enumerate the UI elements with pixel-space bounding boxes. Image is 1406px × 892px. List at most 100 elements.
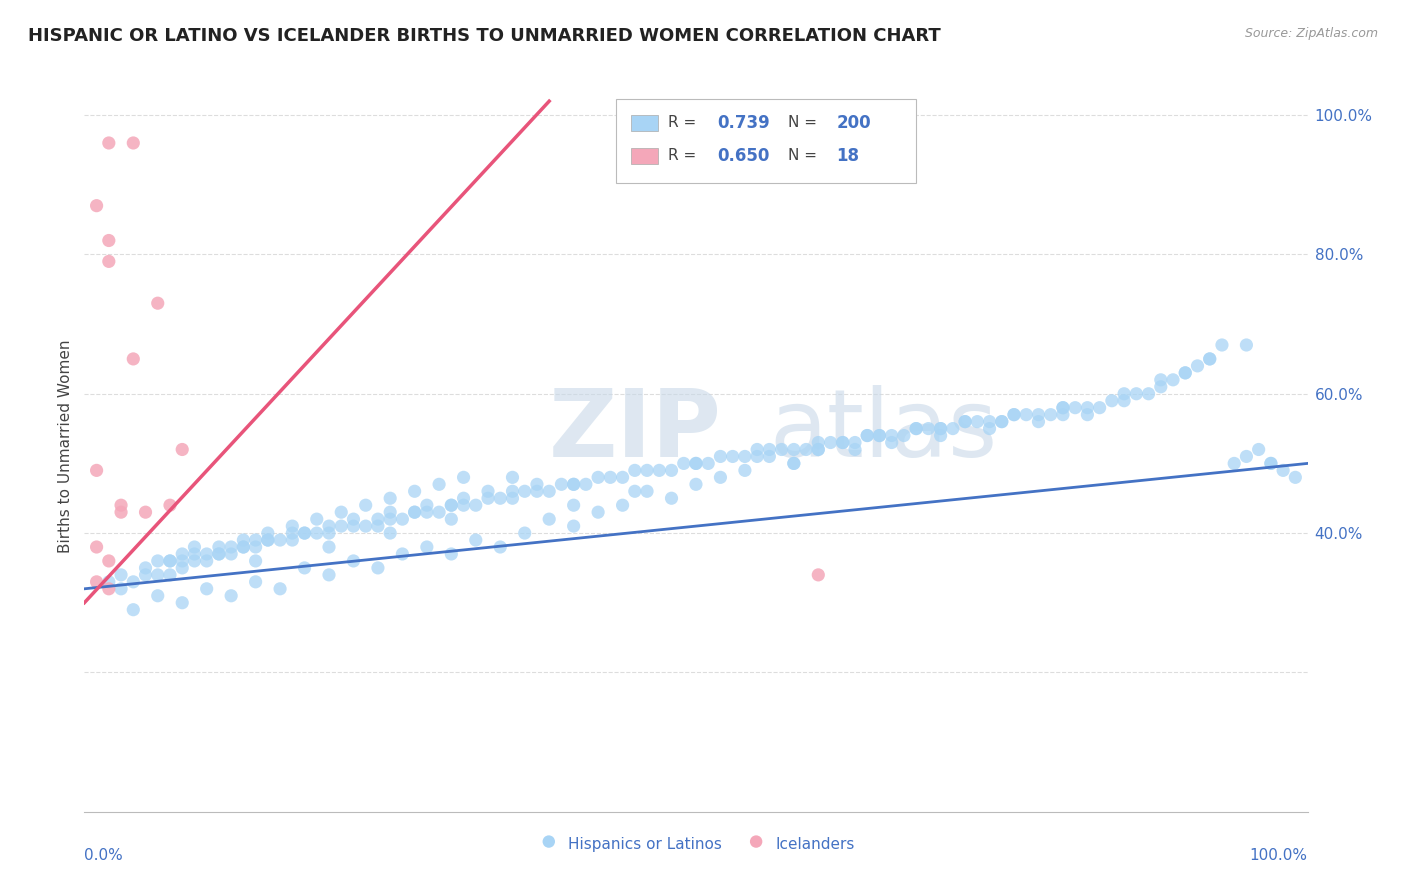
- Point: [1076, 408, 1098, 422]
- Point: [404, 484, 426, 499]
- Point: [562, 498, 585, 512]
- Point: [159, 554, 181, 568]
- Point: [1002, 408, 1025, 422]
- Point: [172, 442, 194, 457]
- Point: [599, 470, 621, 484]
- Point: [318, 519, 340, 533]
- Point: [97, 574, 120, 589]
- Point: [208, 547, 231, 561]
- Text: 200: 200: [837, 113, 872, 132]
- Point: [86, 199, 108, 213]
- Text: atlas: atlas: [769, 385, 998, 477]
- Point: [135, 561, 157, 575]
- Point: [929, 421, 952, 435]
- Point: [281, 533, 304, 547]
- Point: [1125, 386, 1147, 401]
- Point: [453, 498, 475, 512]
- Point: [294, 561, 316, 575]
- Point: [783, 457, 806, 471]
- Point: [953, 415, 976, 429]
- Point: [1114, 393, 1136, 408]
- Point: [905, 421, 928, 435]
- Text: HISPANIC OR LATINO VS ICELANDER BIRTHS TO UNMARRIED WOMEN CORRELATION CHART: HISPANIC OR LATINO VS ICELANDER BIRTHS T…: [28, 27, 941, 45]
- Point: [1198, 351, 1220, 366]
- Text: N =: N =: [787, 148, 821, 163]
- Point: [1198, 351, 1220, 366]
- Point: [294, 526, 316, 541]
- Point: [1284, 470, 1306, 484]
- Point: [172, 554, 194, 568]
- FancyBboxPatch shape: [631, 115, 658, 131]
- Point: [734, 463, 756, 477]
- Point: [110, 582, 132, 596]
- Point: [269, 582, 291, 596]
- Point: [1236, 450, 1258, 464]
- Point: [1260, 457, 1282, 471]
- Point: [783, 442, 806, 457]
- Point: [489, 491, 512, 506]
- Point: [305, 512, 328, 526]
- Point: [1260, 457, 1282, 471]
- Point: [195, 554, 218, 568]
- Point: [97, 582, 120, 596]
- Point: [1174, 366, 1197, 380]
- Point: [1236, 338, 1258, 352]
- Point: [404, 505, 426, 519]
- Point: [440, 547, 463, 561]
- Point: [1052, 408, 1074, 422]
- Text: 0.739: 0.739: [717, 113, 769, 132]
- Point: [709, 470, 731, 484]
- Point: [219, 547, 242, 561]
- Point: [869, 428, 891, 442]
- Point: [1015, 408, 1038, 422]
- Point: [624, 463, 647, 477]
- Point: [1187, 359, 1209, 373]
- Point: [1064, 401, 1087, 415]
- Point: [807, 442, 830, 457]
- Text: Source: ZipAtlas.com: Source: ZipAtlas.com: [1244, 27, 1378, 40]
- Point: [831, 435, 853, 450]
- Point: [208, 540, 231, 554]
- Point: [979, 415, 1001, 429]
- Point: [575, 477, 598, 491]
- Point: [245, 574, 267, 589]
- Point: [427, 505, 450, 519]
- Point: [1052, 401, 1074, 415]
- Point: [880, 435, 903, 450]
- Point: [734, 450, 756, 464]
- Point: [135, 567, 157, 582]
- Point: [183, 554, 205, 568]
- Point: [526, 484, 548, 499]
- Point: [1114, 386, 1136, 401]
- Point: [342, 519, 364, 533]
- Point: [586, 470, 609, 484]
- Point: [562, 519, 585, 533]
- Point: [1088, 401, 1111, 415]
- Point: [146, 296, 169, 310]
- Point: [612, 470, 634, 484]
- Point: [391, 512, 413, 526]
- Point: [86, 574, 108, 589]
- Point: [1272, 463, 1295, 477]
- Point: [489, 540, 512, 554]
- Point: [513, 526, 536, 541]
- Point: [281, 526, 304, 541]
- Point: [844, 442, 866, 457]
- Legend: Hispanics or Latinos, Icelanders: Hispanics or Latinos, Icelanders: [531, 828, 860, 859]
- Point: [257, 526, 280, 541]
- Point: [820, 435, 842, 450]
- Point: [1052, 401, 1074, 415]
- Point: [905, 421, 928, 435]
- Point: [1150, 380, 1173, 394]
- Point: [807, 435, 830, 450]
- Point: [367, 519, 389, 533]
- Point: [758, 450, 780, 464]
- Point: [991, 415, 1014, 429]
- Point: [122, 603, 145, 617]
- Point: [758, 442, 780, 457]
- Point: [97, 554, 120, 568]
- Point: [562, 477, 585, 491]
- Point: [110, 567, 132, 582]
- Point: [219, 540, 242, 554]
- Point: [367, 561, 389, 575]
